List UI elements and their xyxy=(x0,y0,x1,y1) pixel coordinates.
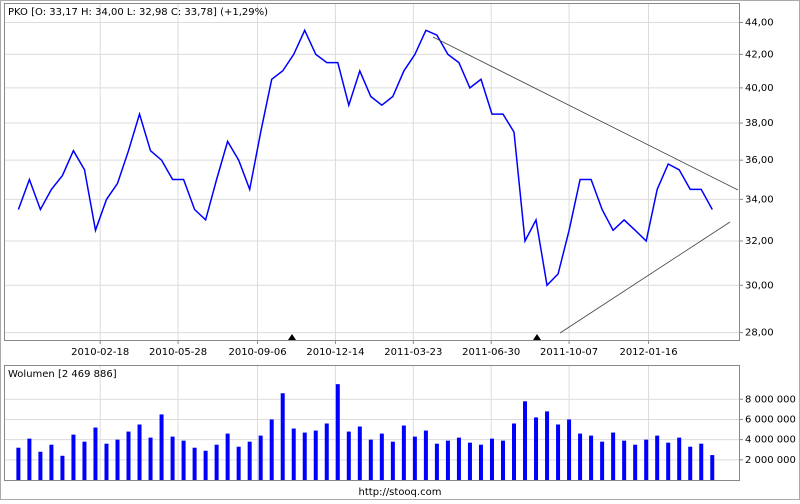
volume-bar xyxy=(346,431,351,480)
x-tick-label: 2010-02-18 xyxy=(71,347,129,358)
y-tick-label: 36,00 xyxy=(745,155,774,166)
marker xyxy=(533,334,541,340)
y-tick-label: 42,00 xyxy=(745,49,774,60)
volume-bar xyxy=(489,438,494,480)
volume-bar xyxy=(104,443,109,480)
volume-bar xyxy=(456,437,461,480)
volume-bar xyxy=(633,444,638,480)
y-tick-label: 34,00 xyxy=(745,194,774,205)
volume-bar xyxy=(423,430,428,480)
volume-bar xyxy=(600,441,605,480)
price-title: PKO [O: 33,17 H: 34,00 L: 32,98 C: 33,78… xyxy=(8,7,268,18)
volume-bar xyxy=(16,447,21,480)
volume-bar xyxy=(677,437,682,480)
volume-bar xyxy=(335,384,340,480)
volume-bar xyxy=(38,451,43,480)
volume-bar xyxy=(545,411,550,480)
x-tick-label: 2010-12-14 xyxy=(306,347,364,358)
volume-bar xyxy=(115,439,120,480)
y-tick-label: 8 000 000 xyxy=(745,394,796,405)
volume-bar xyxy=(203,450,208,480)
price-panel xyxy=(4,3,740,341)
volume-bar xyxy=(71,434,76,480)
volume-bar xyxy=(93,427,98,480)
y-tick-label: 44,00 xyxy=(745,17,774,28)
y-tick-label: 2 000 000 xyxy=(745,455,796,466)
volume-bar xyxy=(60,455,65,480)
volume-bar xyxy=(126,431,131,480)
volume-bar xyxy=(512,423,517,480)
volume-bar xyxy=(412,436,417,480)
y-tick-label: 4 000 000 xyxy=(745,435,796,446)
volume-bar xyxy=(379,433,384,480)
volume-bar xyxy=(170,436,175,480)
x-tick-label: 2010-05-28 xyxy=(149,347,207,358)
volume-bar xyxy=(280,393,285,480)
y-tick-label: 40,00 xyxy=(745,83,774,94)
trend-line xyxy=(432,36,739,191)
volume-bar xyxy=(181,440,186,480)
y-tick-label: 30,00 xyxy=(745,280,774,291)
y-tick-label: 38,00 xyxy=(745,118,774,129)
volume-bar xyxy=(291,428,296,480)
volume-bar xyxy=(302,432,307,480)
volume-layer: 2 000 000 4 000 000 6 000 000 8 000 000 xyxy=(5,366,796,480)
volume-bar xyxy=(622,440,627,480)
volume-bar xyxy=(589,435,594,480)
volume-bar xyxy=(567,419,572,480)
volume-bar xyxy=(258,435,263,480)
volume-bar xyxy=(688,446,693,480)
volume-bar xyxy=(159,414,164,480)
x-tick-label: 2011-03-23 xyxy=(384,347,442,358)
y-tick-label: 32,00 xyxy=(745,236,774,247)
volume-bar xyxy=(401,425,406,480)
y-tick-label: 6 000 000 xyxy=(745,414,796,425)
volume-bar xyxy=(313,430,318,480)
volume-bar xyxy=(611,432,616,480)
volume-bar xyxy=(368,439,373,480)
volume-bar xyxy=(534,417,539,480)
x-tick-label: 2011-10-07 xyxy=(540,347,598,358)
volume-bar xyxy=(148,437,153,480)
volume-bar xyxy=(699,443,704,480)
volume-bar xyxy=(434,443,439,480)
volume-bar xyxy=(500,440,505,480)
y-tick-label: 28,00 xyxy=(745,328,774,339)
volume-bar xyxy=(269,419,274,480)
volume-title: Wolumen [2 469 886] xyxy=(8,369,117,380)
volume-bar xyxy=(236,446,241,480)
marker xyxy=(288,334,296,340)
x-tick-label: 2010-09-06 xyxy=(228,347,286,358)
volume-bar xyxy=(27,438,32,480)
volume-bar xyxy=(137,424,142,480)
volume-bar xyxy=(214,444,219,480)
volume-bar xyxy=(445,440,450,480)
price-layer: 2010-02-18 2010-05-28 2010-09-06 2010-12-14… xyxy=(5,4,774,358)
volume-bar xyxy=(225,433,230,480)
x-tick-label: 2011-06-30 xyxy=(462,347,520,358)
volume-bar xyxy=(49,444,54,480)
volume-bar xyxy=(710,455,715,480)
volume-bar xyxy=(82,441,87,480)
volume-bar xyxy=(556,424,561,480)
source-url: http://stooq.com xyxy=(359,487,442,498)
volume-bar xyxy=(523,401,528,480)
volume-bar xyxy=(390,441,395,480)
volume-bar xyxy=(324,423,329,480)
volume-bar xyxy=(247,441,252,480)
volume-bar xyxy=(666,442,671,480)
trend-line xyxy=(559,221,731,334)
x-tick-label: 2012-01-16 xyxy=(619,347,677,358)
volume-bar xyxy=(578,433,583,480)
volume-bar xyxy=(467,442,472,480)
volume-bar xyxy=(655,435,660,480)
volume-bar xyxy=(357,426,362,480)
volume-bar xyxy=(644,439,649,480)
volume-bar xyxy=(192,447,197,480)
volume-bar xyxy=(478,444,483,480)
price-line xyxy=(17,28,713,287)
